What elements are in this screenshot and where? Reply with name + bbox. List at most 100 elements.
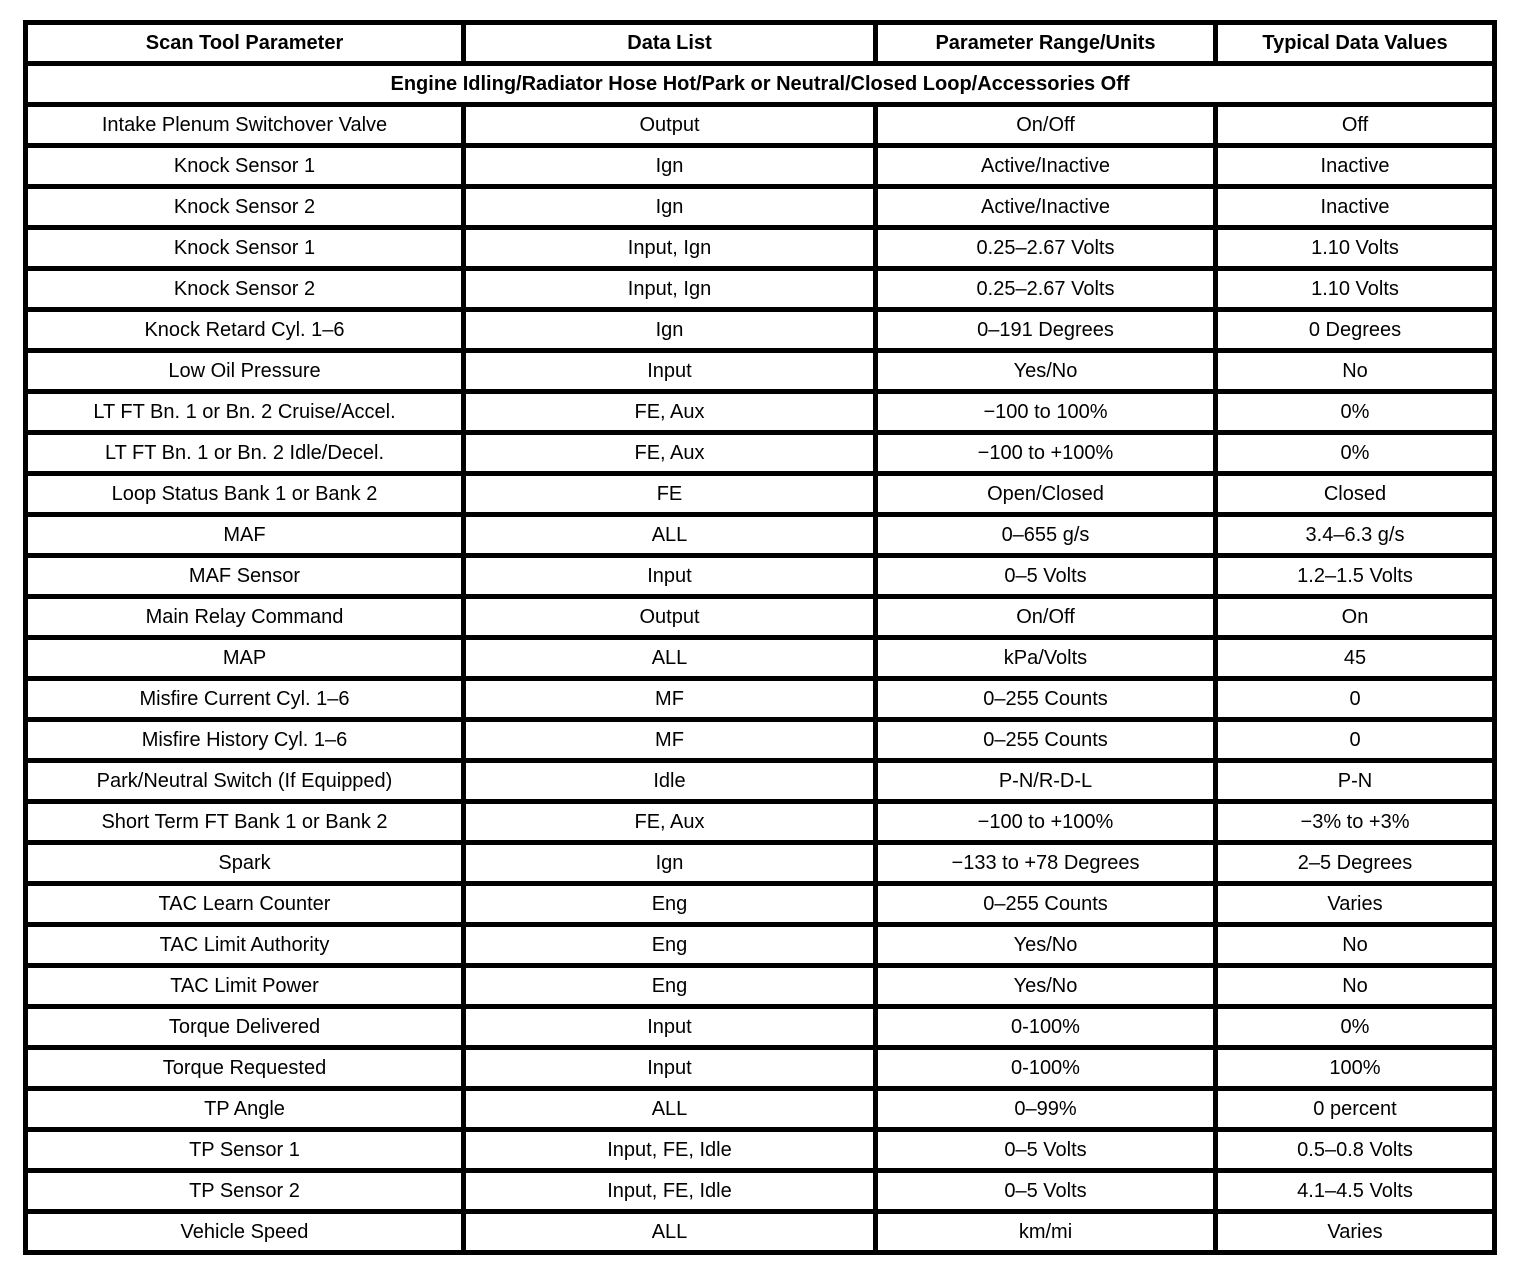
typical-cell: Varies <box>1213 1209 1497 1255</box>
param-cell: TP Sensor 2 <box>23 1168 466 1214</box>
param-cell: TAC Learn Counter <box>23 881 466 927</box>
typical-cell: −3% to +3% <box>1213 799 1497 845</box>
table-row: Knock Sensor 1 Input, Ign 0.25–2.67 Volt… <box>23 225 1497 271</box>
data-list-cell: Input <box>461 1045 878 1091</box>
typical-cell: On <box>1213 594 1497 640</box>
typical-cell: 2–5 Degrees <box>1213 840 1497 886</box>
range-cell: km/mi <box>873 1209 1218 1255</box>
table-row: Short Term FT Bank 1 or Bank 2 FE, Aux −… <box>23 799 1497 845</box>
range-cell: Yes/No <box>873 963 1218 1009</box>
data-list-cell: Input <box>461 1004 878 1050</box>
data-list-cell: FE, Aux <box>461 799 878 845</box>
typical-cell: 0% <box>1213 430 1497 476</box>
typical-cell: No <box>1213 348 1497 394</box>
typical-cell: 1.10 Volts <box>1213 266 1497 312</box>
range-cell: Yes/No <box>873 922 1218 968</box>
range-cell: −133 to +78 Degrees <box>873 840 1218 886</box>
section-header-row: Engine Idling/Radiator Hose Hot/Park or … <box>23 61 1497 107</box>
param-cell: Short Term FT Bank 1 or Bank 2 <box>23 799 466 845</box>
table-row: Intake Plenum Switchover Valve Output On… <box>23 102 1497 148</box>
table-row: TP Sensor 1 Input, FE, Idle 0–5 Volts 0.… <box>23 1127 1497 1173</box>
typical-cell: 0 <box>1213 676 1497 722</box>
range-cell: kPa/Volts <box>873 635 1218 681</box>
data-list-cell: MF <box>461 676 878 722</box>
data-list-cell: Input, Ign <box>461 266 878 312</box>
table-row: Vehicle Speed ALL km/mi Varies <box>23 1209 1497 1255</box>
param-cell: LT FT Bn. 1 or Bn. 2 Idle/Decel. <box>23 430 466 476</box>
table-row: Torque Delivered Input 0-100% 0% <box>23 1004 1497 1050</box>
section-header-engine-idling: Engine Idling/Radiator Hose Hot/Park or … <box>23 61 1497 107</box>
range-cell: 0–255 Counts <box>873 717 1218 763</box>
table-row: Knock Sensor 2 Ign Active/Inactive Inact… <box>23 184 1497 230</box>
table-row: Spark Ign −133 to +78 Degrees 2–5 Degree… <box>23 840 1497 886</box>
table-row: Park/Neutral Switch (If Equipped) Idle P… <box>23 758 1497 804</box>
table-row: TAC Learn Counter Eng 0–255 Counts Varie… <box>23 881 1497 927</box>
table-row: TP Angle ALL 0–99% 0 percent <box>23 1086 1497 1132</box>
data-list-cell: Input, FE, Idle <box>461 1168 878 1214</box>
range-cell: Yes/No <box>873 348 1218 394</box>
typical-cell: Inactive <box>1213 143 1497 189</box>
range-cell: Active/Inactive <box>873 143 1218 189</box>
typical-cell: 1.2–1.5 Volts <box>1213 553 1497 599</box>
table-row: TP Sensor 2 Input, FE, Idle 0–5 Volts 4.… <box>23 1168 1497 1214</box>
table-row: LT FT Bn. 1 or Bn. 2 Cruise/Accel. FE, A… <box>23 389 1497 435</box>
data-list-cell: ALL <box>461 1209 878 1255</box>
param-cell: Knock Sensor 1 <box>23 143 466 189</box>
typical-cell: Inactive <box>1213 184 1497 230</box>
column-header-data-list: Data List <box>461 20 878 66</box>
typical-cell: 0 <box>1213 717 1497 763</box>
param-cell: TP Sensor 1 <box>23 1127 466 1173</box>
param-cell: Misfire History Cyl. 1–6 <box>23 717 466 763</box>
data-list-cell: FE, Aux <box>461 389 878 435</box>
typical-cell: 45 <box>1213 635 1497 681</box>
param-cell: Knock Sensor 2 <box>23 184 466 230</box>
data-list-cell: FE, Aux <box>461 430 878 476</box>
range-cell: 0-100% <box>873 1045 1218 1091</box>
data-list-cell: Ign <box>461 840 878 886</box>
param-cell: MAP <box>23 635 466 681</box>
data-list-cell: Ign <box>461 307 878 353</box>
data-list-cell: MF <box>461 717 878 763</box>
table-row: LT FT Bn. 1 or Bn. 2 Idle/Decel. FE, Aux… <box>23 430 1497 476</box>
param-cell: MAF Sensor <box>23 553 466 599</box>
param-cell: Vehicle Speed <box>23 1209 466 1255</box>
typical-cell: No <box>1213 963 1497 1009</box>
param-cell: Low Oil Pressure <box>23 348 466 394</box>
data-list-cell: FE <box>461 471 878 517</box>
typical-cell: 100% <box>1213 1045 1497 1091</box>
table-row: Torque Requested Input 0-100% 100% <box>23 1045 1497 1091</box>
typical-cell: Closed <box>1213 471 1497 517</box>
typical-cell: No <box>1213 922 1497 968</box>
table-body: Intake Plenum Switchover Valve Output On… <box>23 102 1497 1255</box>
column-header-scan-tool-parameter: Scan Tool Parameter <box>23 20 466 66</box>
range-cell: 0–191 Degrees <box>873 307 1218 353</box>
table-row: MAF ALL 0–655 g/s 3.4–6.3 g/s <box>23 512 1497 558</box>
range-cell: 0–255 Counts <box>873 676 1218 722</box>
range-cell: 0–5 Volts <box>873 1168 1218 1214</box>
param-cell: Park/Neutral Switch (If Equipped) <box>23 758 466 804</box>
table-row: Low Oil Pressure Input Yes/No No <box>23 348 1497 394</box>
data-list-cell: Ign <box>461 143 878 189</box>
range-cell: Open/Closed <box>873 471 1218 517</box>
param-cell: Torque Requested <box>23 1045 466 1091</box>
range-cell: 0–655 g/s <box>873 512 1218 558</box>
range-cell: 0–5 Volts <box>873 1127 1218 1173</box>
typical-cell: 0 percent <box>1213 1086 1497 1132</box>
typical-cell: 3.4–6.3 g/s <box>1213 512 1497 558</box>
range-cell: 0-100% <box>873 1004 1218 1050</box>
data-list-cell: Eng <box>461 963 878 1009</box>
range-cell: 0.25–2.67 Volts <box>873 225 1218 271</box>
table-row: Knock Sensor 1 Ign Active/Inactive Inact… <box>23 143 1497 189</box>
table-row: Main Relay Command Output On/Off On <box>23 594 1497 640</box>
table-row: Misfire Current Cyl. 1–6 MF 0–255 Counts… <box>23 676 1497 722</box>
typical-cell: 1.10 Volts <box>1213 225 1497 271</box>
table-row: Knock Sensor 2 Input, Ign 0.25–2.67 Volt… <box>23 266 1497 312</box>
table-row: MAP ALL kPa/Volts 45 <box>23 635 1497 681</box>
data-list-cell: Eng <box>461 881 878 927</box>
scan-tool-parameter-table: Scan Tool Parameter Data List Parameter … <box>23 20 1497 1255</box>
range-cell: 0–99% <box>873 1086 1218 1132</box>
table-row: TAC Limit Authority Eng Yes/No No <box>23 922 1497 968</box>
range-cell: On/Off <box>873 102 1218 148</box>
table-row: MAF Sensor Input 0–5 Volts 1.2–1.5 Volts <box>23 553 1497 599</box>
